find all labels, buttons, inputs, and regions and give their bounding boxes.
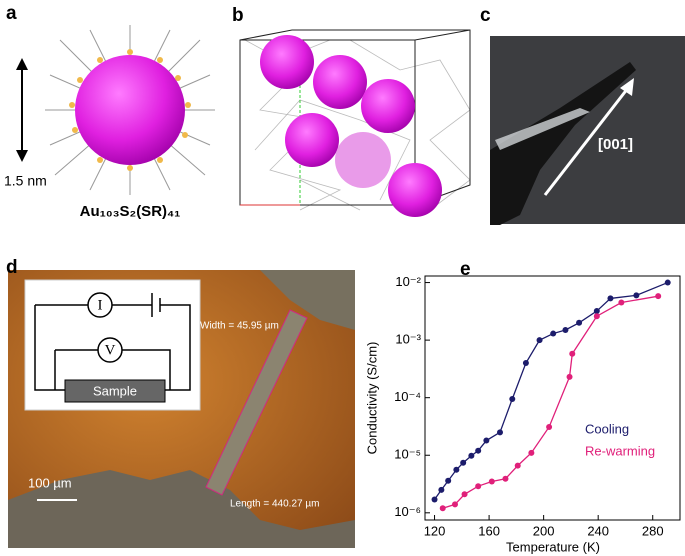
scale-label: 100 µm — [28, 475, 72, 490]
point — [438, 486, 445, 493]
plot-frame — [424, 275, 681, 521]
direction-label: [001] — [598, 136, 633, 153]
y-tick-label: 10⁻³ — [395, 332, 421, 347]
panel-label: c — [480, 5, 491, 26]
crystal — [205, 309, 308, 496]
substrate — [260, 270, 355, 330]
point — [445, 477, 452, 484]
x-tick-label: 240 — [587, 523, 609, 538]
point — [460, 459, 467, 466]
substrate — [8, 470, 355, 548]
point — [461, 491, 468, 498]
point — [502, 475, 509, 482]
x-tick-label: 120 — [424, 523, 446, 538]
point — [566, 373, 573, 380]
circuit-label: V — [105, 342, 116, 358]
point — [550, 330, 557, 337]
panel-c: [001] c — [480, 5, 685, 225]
point — [607, 295, 614, 302]
x-axis-label: Temperature (K) — [506, 539, 600, 554]
circuit-label: Sample — [93, 383, 137, 398]
arrow-head — [620, 78, 634, 96]
point — [483, 437, 490, 444]
cluster — [75, 55, 185, 165]
panel-label: d — [6, 257, 18, 278]
point — [475, 483, 482, 490]
point — [468, 452, 475, 459]
series-line — [442, 295, 659, 509]
point — [528, 449, 535, 456]
point — [655, 293, 662, 300]
point — [431, 496, 438, 503]
point — [546, 423, 553, 430]
legend-entry: Re-warming — [585, 443, 655, 458]
chart: e Temperature (K) Conductivity (S/cm) 12… — [364, 259, 681, 554]
point — [439, 505, 446, 512]
y-tick-label: 10⁻⁵ — [394, 447, 421, 462]
length-label: Length = 440.27 µm — [230, 499, 319, 510]
width-label: Width = 45.95 µm — [200, 321, 279, 332]
formula: Au₁₀₃S₂(SR)₄₁ — [80, 203, 181, 220]
point — [664, 279, 671, 286]
point — [593, 313, 600, 320]
panel-b: b — [232, 5, 471, 217]
holder — [490, 62, 636, 225]
x-tick-label: 280 — [642, 523, 664, 538]
point — [569, 350, 576, 357]
point — [509, 395, 516, 402]
point — [576, 319, 583, 326]
sample-box — [64, 379, 166, 403]
x-tick-label: 200 — [533, 523, 555, 538]
panel-a: a 1.5 nm Au₁₀₃S₂(SR)₄₁ — [4, 3, 215, 220]
legend-entry: Cooling — [585, 421, 629, 436]
x-tick-label: 160 — [478, 523, 500, 538]
highlight — [495, 108, 590, 150]
panel-label: e — [460, 259, 471, 280]
point — [452, 501, 458, 508]
point — [453, 466, 460, 473]
point — [593, 308, 600, 315]
point — [536, 337, 543, 344]
point — [514, 462, 521, 469]
direction-arrow — [543, 87, 630, 196]
sulfur-atoms — [69, 49, 191, 171]
y-tick-label: 10⁻⁴ — [394, 389, 421, 404]
panel-label: b — [232, 5, 244, 26]
point — [475, 447, 482, 454]
scale-label: 1.5 nm — [4, 173, 47, 189]
panel-label: a — [6, 3, 17, 24]
clusters — [260, 35, 442, 217]
point — [562, 326, 569, 333]
arrow-heads — [16, 58, 28, 162]
series-line — [434, 281, 668, 500]
point — [633, 292, 640, 299]
y-tick-label: 10⁻² — [395, 274, 421, 289]
point — [522, 360, 529, 367]
y-tick-label: 10⁻⁶ — [394, 504, 421, 519]
point — [497, 429, 503, 436]
circuit — [34, 292, 191, 391]
point — [618, 299, 625, 306]
y-axis-label: Conductivity (S/cm) — [364, 342, 379, 455]
circuit-label: I — [98, 297, 103, 313]
point — [488, 478, 495, 485]
panel-d: I V Sample Width = 45.95 µm Length = 440… — [6, 257, 355, 548]
